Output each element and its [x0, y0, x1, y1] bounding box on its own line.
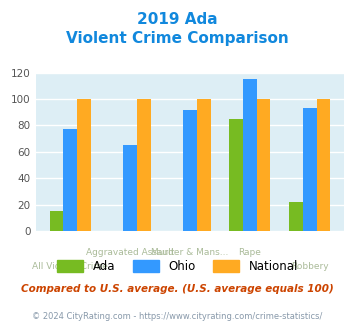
- Bar: [317, 99, 330, 231]
- Bar: [123, 145, 137, 231]
- Bar: [243, 79, 257, 231]
- Text: Violent Crime Comparison: Violent Crime Comparison: [66, 31, 289, 46]
- Bar: [289, 202, 303, 231]
- Legend: Ada, Ohio, National: Ada, Ohio, National: [53, 255, 302, 278]
- Bar: [229, 119, 243, 231]
- Text: Murder & Mans...: Murder & Mans...: [151, 248, 229, 257]
- Text: © 2024 CityRating.com - https://www.cityrating.com/crime-statistics/: © 2024 CityRating.com - https://www.city…: [32, 313, 323, 321]
- Text: Rape: Rape: [238, 248, 261, 257]
- Bar: [197, 99, 211, 231]
- Text: Robbery: Robbery: [291, 262, 328, 271]
- Bar: [77, 99, 91, 231]
- Bar: [50, 211, 63, 231]
- Text: 2019 Ada: 2019 Ada: [137, 12, 218, 26]
- Bar: [137, 99, 151, 231]
- Text: Compared to U.S. average. (U.S. average equals 100): Compared to U.S. average. (U.S. average …: [21, 284, 334, 294]
- Bar: [63, 129, 77, 231]
- Text: Aggravated Assault: Aggravated Assault: [86, 248, 174, 257]
- Bar: [257, 99, 271, 231]
- Text: All Violent Crime: All Violent Crime: [32, 262, 108, 271]
- Bar: [183, 110, 197, 231]
- Bar: [303, 108, 317, 231]
